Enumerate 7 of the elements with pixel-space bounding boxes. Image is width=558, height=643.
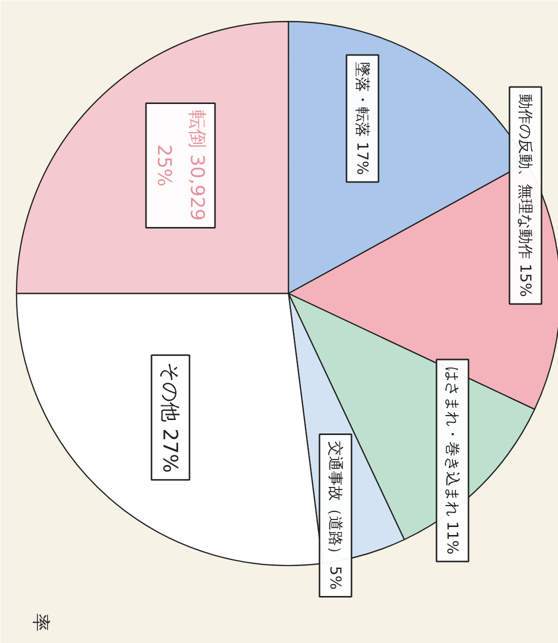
text: 率 bbox=[30, 614, 51, 632]
slice-label: その他 27% bbox=[158, 362, 182, 473]
slice-label: 転倒 30,929 25% bbox=[153, 110, 208, 221]
slice-label: はさまれ・巻き込まれ 11% bbox=[444, 366, 462, 555]
slice-label: 墜落・転落 17% bbox=[354, 62, 372, 176]
slice-label: 交通事故（道路） 5% bbox=[326, 441, 344, 590]
slice-label: 動作の反動、無理な動作 15% bbox=[516, 94, 534, 298]
